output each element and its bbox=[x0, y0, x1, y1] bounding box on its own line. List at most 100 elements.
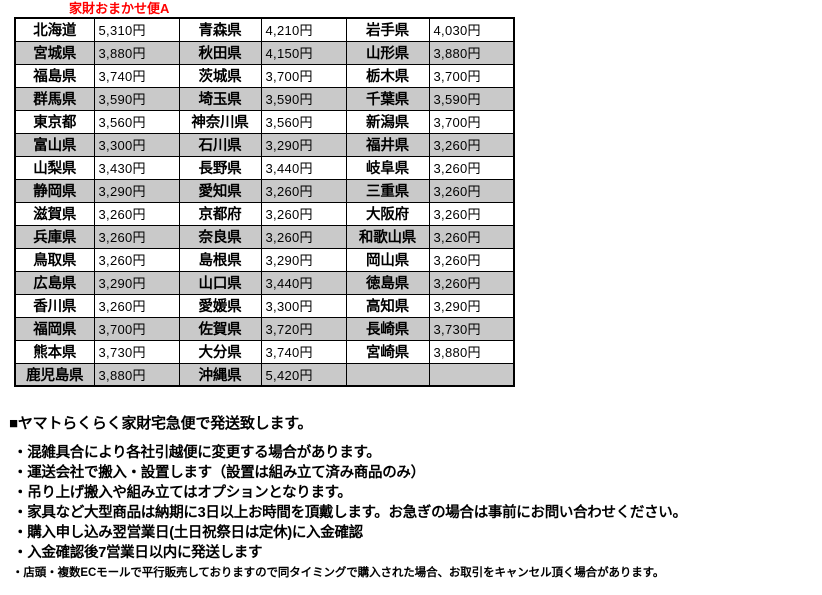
price-cell: 3,430円 bbox=[93, 155, 180, 180]
price-cell: 3,260円 bbox=[428, 247, 515, 272]
price-table-body: 北海道 5,310円 青森県 4,210円 岩手県 4,030円 宮城県 3,880円 秋田県 4… bbox=[14, 17, 515, 387]
prefecture-cell: 奈良県 bbox=[178, 224, 262, 249]
prefecture-cell: 埼玉県 bbox=[178, 86, 262, 111]
price-cell: 3,740円 bbox=[93, 63, 180, 88]
price-cell: 3,880円 bbox=[428, 339, 515, 364]
prefecture-cell: 岩手県 bbox=[345, 17, 430, 42]
prefecture-cell: 宮城県 bbox=[14, 40, 95, 65]
price-cell: 3,260円 bbox=[260, 178, 347, 203]
note-line: ・運送会社で搬入・設置します（設置は組み立て済み商品のみ） bbox=[13, 465, 425, 481]
price-cell: 3,590円 bbox=[260, 86, 347, 111]
price-cell: 3,290円 bbox=[260, 247, 347, 272]
prefecture-cell: 石川県 bbox=[178, 132, 262, 157]
price-cell: 3,260円 bbox=[93, 224, 180, 249]
prefecture-cell: 静岡県 bbox=[14, 178, 95, 203]
prefecture-cell: 神奈川県 bbox=[178, 109, 262, 134]
price-cell: 3,260円 bbox=[428, 132, 515, 157]
table-row: 北海道 5,310円 青森県 4,210円 岩手県 4,030円 bbox=[14, 17, 515, 42]
prefecture-cell: 山口県 bbox=[178, 270, 262, 295]
table-row: 熊本県 3,730円 大分県 3,740円 宮崎県 3,880円 bbox=[14, 339, 515, 364]
table-row: 東京都 3,560円 神奈川県 3,560円 新潟県 3,700円 bbox=[14, 109, 515, 134]
price-cell: 3,700円 bbox=[260, 63, 347, 88]
table-row: 富山県 3,300円 石川県 3,290円 福井県 3,260円 bbox=[14, 132, 515, 157]
price-cell: 3,260円 bbox=[93, 201, 180, 226]
prefecture-cell bbox=[345, 362, 430, 387]
price-cell: 3,590円 bbox=[428, 86, 515, 111]
note-line: ・購入申し込み翌営業日(土日祝祭日は定休)に入金確認 bbox=[13, 525, 363, 541]
prefecture-cell: 長野県 bbox=[178, 155, 262, 180]
prefecture-cell: 鳥取県 bbox=[14, 247, 95, 272]
price-cell: 3,880円 bbox=[93, 362, 180, 387]
prefecture-cell: 山梨県 bbox=[14, 155, 95, 180]
prefecture-cell: 岡山県 bbox=[345, 247, 430, 272]
prefecture-cell: 富山県 bbox=[14, 132, 95, 157]
prefecture-cell: 佐賀県 bbox=[178, 316, 262, 341]
price-cell: 5,420円 bbox=[260, 362, 347, 387]
table-row: 山梨県 3,430円 長野県 3,440円 岐阜県 3,260円 bbox=[14, 155, 515, 180]
price-cell: 3,260円 bbox=[428, 178, 515, 203]
price-cell: 3,700円 bbox=[428, 63, 515, 88]
price-cell: 4,030円 bbox=[428, 17, 515, 42]
price-cell: 3,290円 bbox=[93, 178, 180, 203]
price-cell: 3,880円 bbox=[428, 40, 515, 65]
table-row: 広島県 3,290円 山口県 3,440円 徳島県 3,260円 bbox=[14, 270, 515, 295]
shipping-price-table: 北海道 5,310円 青森県 4,210円 岩手県 4,030円 宮城県 3,880円 秋田県 4… bbox=[14, 17, 515, 387]
price-cell: 3,720円 bbox=[260, 316, 347, 341]
prefecture-cell: 宮崎県 bbox=[345, 339, 430, 364]
prefecture-cell: 京都府 bbox=[178, 201, 262, 226]
price-cell: 3,260円 bbox=[428, 270, 515, 295]
table-row: 群馬県 3,590円 埼玉県 3,590円 千葉県 3,590円 bbox=[14, 86, 515, 111]
price-cell: 3,730円 bbox=[428, 316, 515, 341]
note-line: ・家具など大型商品は納期に3日以上お時間を頂戴します。お急ぎの場合は事前にお問い… bbox=[13, 505, 687, 521]
prefecture-cell: 香川県 bbox=[14, 293, 95, 318]
prefecture-cell: 兵庫県 bbox=[14, 224, 95, 249]
page-title: 家財おまかせ便A bbox=[69, 1, 170, 16]
note-line: ・吊り上げ搬入や組み立てはオプションとなります。 bbox=[13, 485, 352, 501]
prefecture-cell: 三重県 bbox=[345, 178, 430, 203]
table-row: 鳥取県 3,260円 島根県 3,290円 岡山県 3,260円 bbox=[14, 247, 515, 272]
prefecture-cell: 群馬県 bbox=[14, 86, 95, 111]
price-cell: 4,210円 bbox=[260, 17, 347, 42]
table-row: 宮城県 3,880円 秋田県 4,150円 山形県 3,880円 bbox=[14, 40, 515, 65]
table-row: 滋賀県 3,260円 京都府 3,260円 大阪府 3,260円 bbox=[14, 201, 515, 226]
price-cell: 3,560円 bbox=[260, 109, 347, 134]
price-cell: 3,740円 bbox=[260, 339, 347, 364]
prefecture-cell: 徳島県 bbox=[345, 270, 430, 295]
prefecture-cell: 千葉県 bbox=[345, 86, 430, 111]
price-cell: 3,290円 bbox=[260, 132, 347, 157]
prefecture-cell: 愛媛県 bbox=[178, 293, 262, 318]
price-cell: 3,260円 bbox=[428, 201, 515, 226]
prefecture-cell: 岐阜県 bbox=[345, 155, 430, 180]
prefecture-cell: 山形県 bbox=[345, 40, 430, 65]
price-cell: 3,730円 bbox=[93, 339, 180, 364]
price-cell: 3,440円 bbox=[260, 155, 347, 180]
prefecture-cell: 福井県 bbox=[345, 132, 430, 157]
prefecture-cell: 新潟県 bbox=[345, 109, 430, 134]
price-table-container: 北海道 5,310円 青森県 4,210円 岩手県 4,030円 宮城県 3,880円 秋田県 4… bbox=[14, 17, 515, 387]
prefecture-cell: 栃木県 bbox=[345, 63, 430, 88]
price-cell: 5,310円 bbox=[93, 17, 180, 42]
prefecture-cell: 愛知県 bbox=[178, 178, 262, 203]
table-row: 兵庫県 3,260円 奈良県 3,260円 和歌山県 3,260円 bbox=[14, 224, 515, 249]
price-cell: 3,300円 bbox=[260, 293, 347, 318]
prefecture-cell: 鹿児島県 bbox=[14, 362, 95, 387]
price-cell: 3,260円 bbox=[428, 224, 515, 249]
prefecture-cell: 広島県 bbox=[14, 270, 95, 295]
price-cell: 3,260円 bbox=[93, 247, 180, 272]
table-row: 香川県 3,260円 愛媛県 3,300円 高知県 3,290円 bbox=[14, 293, 515, 318]
price-cell: 3,260円 bbox=[260, 224, 347, 249]
prefecture-cell: 島根県 bbox=[178, 247, 262, 272]
price-cell: 3,700円 bbox=[93, 316, 180, 341]
price-cell bbox=[428, 362, 515, 387]
prefecture-cell: 秋田県 bbox=[178, 40, 262, 65]
prefecture-cell: 和歌山県 bbox=[345, 224, 430, 249]
prefecture-cell: 福岡県 bbox=[14, 316, 95, 341]
price-cell: 3,560円 bbox=[93, 109, 180, 134]
note-line: ・混雑具合により各社引越便に変更する場合があります。 bbox=[13, 445, 381, 461]
table-row: 静岡県 3,290円 愛知県 3,260円 三重県 3,260円 bbox=[14, 178, 515, 203]
table-row: 福岡県 3,700円 佐賀県 3,720円 長崎県 3,730円 bbox=[14, 316, 515, 341]
table-row: 鹿児島県 3,880円 沖縄県 5,420円 bbox=[14, 362, 515, 387]
prefecture-cell: 茨城県 bbox=[178, 63, 262, 88]
price-cell: 3,290円 bbox=[428, 293, 515, 318]
prefecture-cell: 高知県 bbox=[345, 293, 430, 318]
